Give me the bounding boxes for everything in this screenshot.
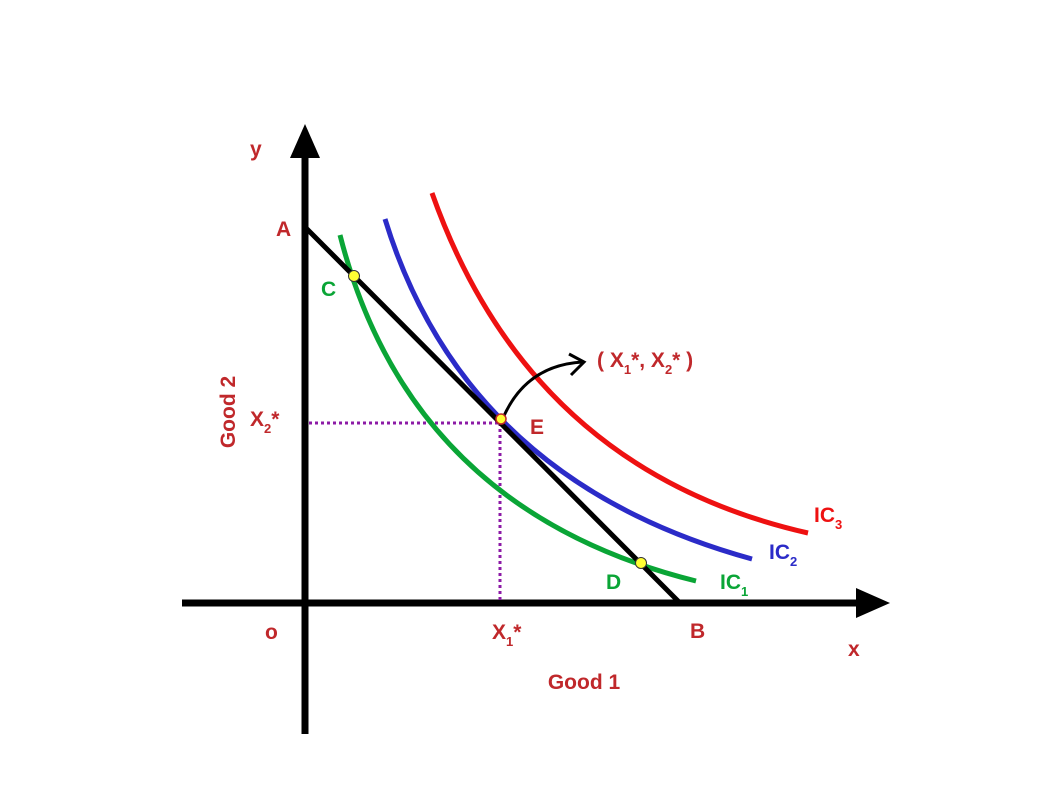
x1-star-label: X1* xyxy=(492,621,522,649)
ic1-label: IC1 xyxy=(720,571,748,599)
indifference-curve-ic2 xyxy=(382,218,753,562)
point-d-label: D xyxy=(606,571,621,594)
x-axis-label: x xyxy=(848,638,860,661)
point-e-label: E xyxy=(530,416,544,439)
budget-line xyxy=(304,226,682,605)
ic3-label: IC3 xyxy=(814,504,842,532)
point-c-label: C xyxy=(321,278,336,301)
y-axis-arrowhead xyxy=(290,124,320,158)
equilibrium-annotation-arrow xyxy=(501,360,584,419)
point-b-label: B xyxy=(690,620,705,643)
annotation-arrowhead xyxy=(568,352,587,377)
x-axis-arrowhead xyxy=(856,588,890,618)
ic2-label: IC2 xyxy=(769,541,797,569)
equilibrium-annotation: ( X1*, X2* ) xyxy=(597,349,693,377)
point-d-marker xyxy=(635,557,647,569)
indifference-curve-ic1 xyxy=(337,234,697,584)
x-axis-title: Good 1 xyxy=(548,671,621,694)
point-e-marker xyxy=(495,413,507,425)
y-axis-label: y xyxy=(250,138,262,161)
point-a-label: A xyxy=(276,218,291,241)
indifference-curve-ic3 xyxy=(429,192,809,536)
origin-label: o xyxy=(265,621,278,644)
y-axis-title: Good 2 xyxy=(217,376,240,448)
point-c-marker xyxy=(348,270,360,282)
x2-star-label: X2* xyxy=(250,408,280,436)
